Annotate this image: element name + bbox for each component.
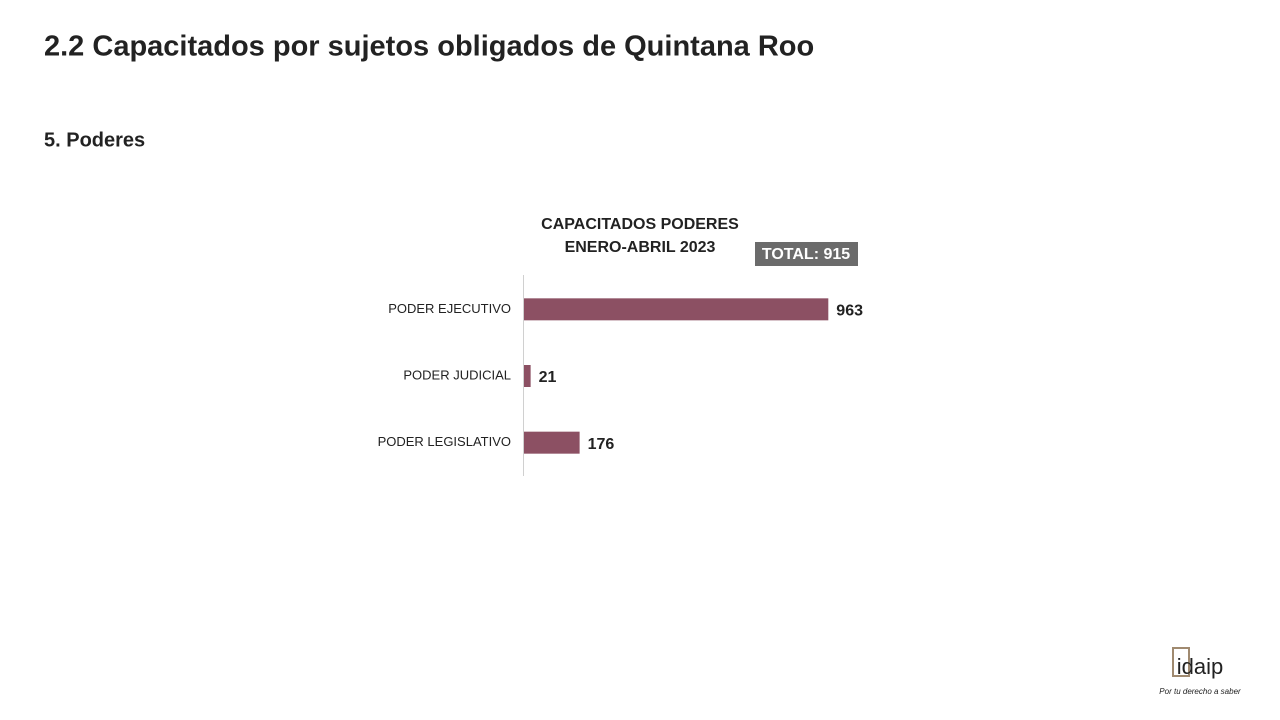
value-label: 21 <box>539 369 557 386</box>
chart-title: CAPACITADOS PODERES <box>541 216 739 233</box>
category-label: PODER LEGISLATIVO <box>378 434 511 449</box>
logo-icon <box>1172 647 1190 677</box>
total-label: TOTAL: 915 <box>762 246 850 263</box>
bar <box>524 365 531 387</box>
category-label: PODER EJECUTIVO <box>388 301 511 316</box>
logo-tagline: Por tu derecho a saber <box>1159 687 1241 696</box>
value-label: 963 <box>836 303 863 320</box>
value-label: 176 <box>588 436 615 453</box>
logo-name: idaip <box>1177 654 1223 679</box>
bar <box>524 431 580 454</box>
section-title: 5. Poderes <box>44 129 145 151</box>
chart-subtitle: ENERO-ABRIL 2023 <box>565 239 716 256</box>
total-badge <box>755 242 858 266</box>
category-label: PODER JUDICIAL <box>403 367 511 382</box>
slide-title: 2.2 Capacitados por sujetos obligados de… <box>44 31 814 63</box>
bar <box>524 298 829 321</box>
